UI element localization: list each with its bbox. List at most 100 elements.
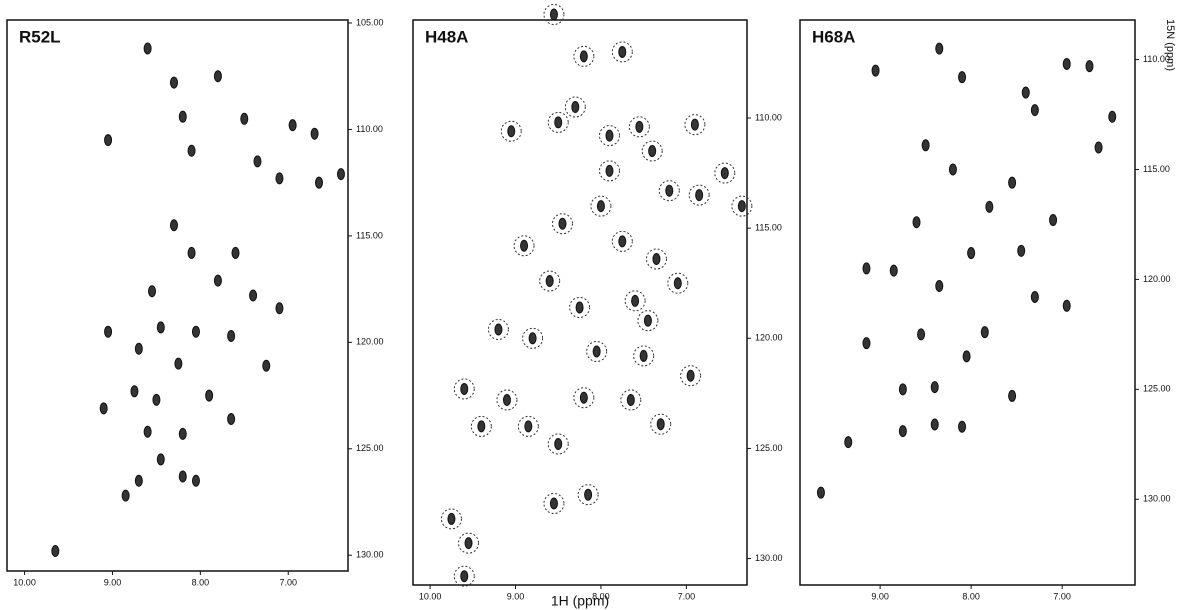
peak <box>249 289 258 302</box>
peak-circle <box>539 270 561 292</box>
y-tick-label: 120.00 <box>1143 274 1171 284</box>
y-tick-label: 115.00 <box>356 230 383 240</box>
x-tick-label: 7.00 <box>678 591 696 601</box>
peak-circle <box>624 290 646 312</box>
peak-circle <box>513 235 535 257</box>
peak-circle <box>453 378 475 400</box>
peak <box>958 71 967 84</box>
peak <box>464 537 473 550</box>
peak <box>1021 86 1030 99</box>
peak-circle <box>650 413 672 435</box>
peak <box>686 369 695 382</box>
peak <box>889 264 898 277</box>
peak <box>253 155 262 168</box>
peak <box>635 120 644 133</box>
peak-circle <box>458 532 480 554</box>
x-axis-label: 1H (ppm) <box>551 593 609 609</box>
peak <box>985 200 994 213</box>
peak <box>571 101 580 114</box>
peak <box>275 172 284 185</box>
peak-circle <box>611 41 633 63</box>
peak <box>477 420 486 433</box>
y-tick-label: 130.00 <box>755 553 783 563</box>
peak <box>494 323 503 336</box>
peak <box>898 383 907 396</box>
peak-circle <box>500 120 522 142</box>
peak <box>178 470 187 483</box>
peak <box>134 342 143 355</box>
y-tick-label: 110.00 <box>356 124 383 134</box>
peak-circle <box>573 387 595 409</box>
peak <box>545 275 554 288</box>
peak <box>844 436 853 449</box>
peak-circle <box>440 508 462 530</box>
peak <box>665 184 674 197</box>
peak <box>231 246 240 259</box>
panel-title: H48A <box>425 27 468 46</box>
peak <box>631 294 640 307</box>
peak <box>980 326 989 339</box>
peak <box>275 302 284 315</box>
peak <box>104 134 113 147</box>
peak <box>554 438 563 451</box>
peak-circle <box>641 140 663 162</box>
peak <box>690 118 699 131</box>
peak-circle <box>543 492 565 514</box>
peak-circle <box>470 415 492 437</box>
peak <box>605 164 614 177</box>
y-tick-label: 110.00 <box>755 112 782 122</box>
peak <box>575 301 584 314</box>
peak <box>169 219 178 232</box>
peak <box>205 389 214 402</box>
peak <box>549 497 558 510</box>
peak <box>174 357 183 370</box>
peak <box>528 332 537 345</box>
y-tick-label: 130.00 <box>1143 494 1171 504</box>
peak-circle <box>658 180 680 202</box>
peak <box>507 125 516 138</box>
peak-circle <box>667 272 689 294</box>
peak-circle <box>543 3 565 25</box>
peak <box>143 425 152 438</box>
peak <box>673 277 682 290</box>
peak <box>262 359 271 372</box>
y-tick-label: 125.00 <box>356 443 384 453</box>
peak <box>191 474 200 487</box>
peak-circle <box>547 433 569 455</box>
y-tick-label: 115.00 <box>755 223 782 233</box>
x-tick-label: 9.00 <box>507 591 525 601</box>
peak <box>1030 291 1039 304</box>
peak <box>1062 299 1071 312</box>
peak <box>178 110 187 123</box>
peak <box>695 189 704 202</box>
x-tick-label: 10.00 <box>419 591 442 601</box>
peak-circle <box>620 389 642 411</box>
y-axis-label: 15N (ppm) <box>1164 19 1176 71</box>
x-tick-label: 7.00 <box>279 577 297 587</box>
peak-circle <box>569 296 591 318</box>
peak-circle <box>586 341 608 363</box>
peak <box>187 246 196 259</box>
peak <box>652 252 661 265</box>
peak <box>227 412 236 425</box>
peak-circle <box>487 318 509 340</box>
peak-circle <box>688 184 710 206</box>
peak <box>917 328 926 341</box>
peak <box>579 391 588 404</box>
peak-circle <box>680 365 702 387</box>
peak <box>520 239 529 252</box>
peak <box>134 474 143 487</box>
peak-circle <box>496 389 518 411</box>
peak <box>816 486 825 499</box>
peak <box>187 144 196 157</box>
x-tick-label: 8.00 <box>592 591 610 601</box>
peak <box>314 176 323 189</box>
peak-circle <box>517 415 539 437</box>
peak <box>935 280 944 293</box>
x-tick-label: 8.00 <box>192 577 210 587</box>
peak <box>240 112 249 125</box>
peak <box>626 393 635 406</box>
peak <box>156 321 165 334</box>
peak-circle <box>637 310 659 332</box>
peak <box>639 349 648 362</box>
